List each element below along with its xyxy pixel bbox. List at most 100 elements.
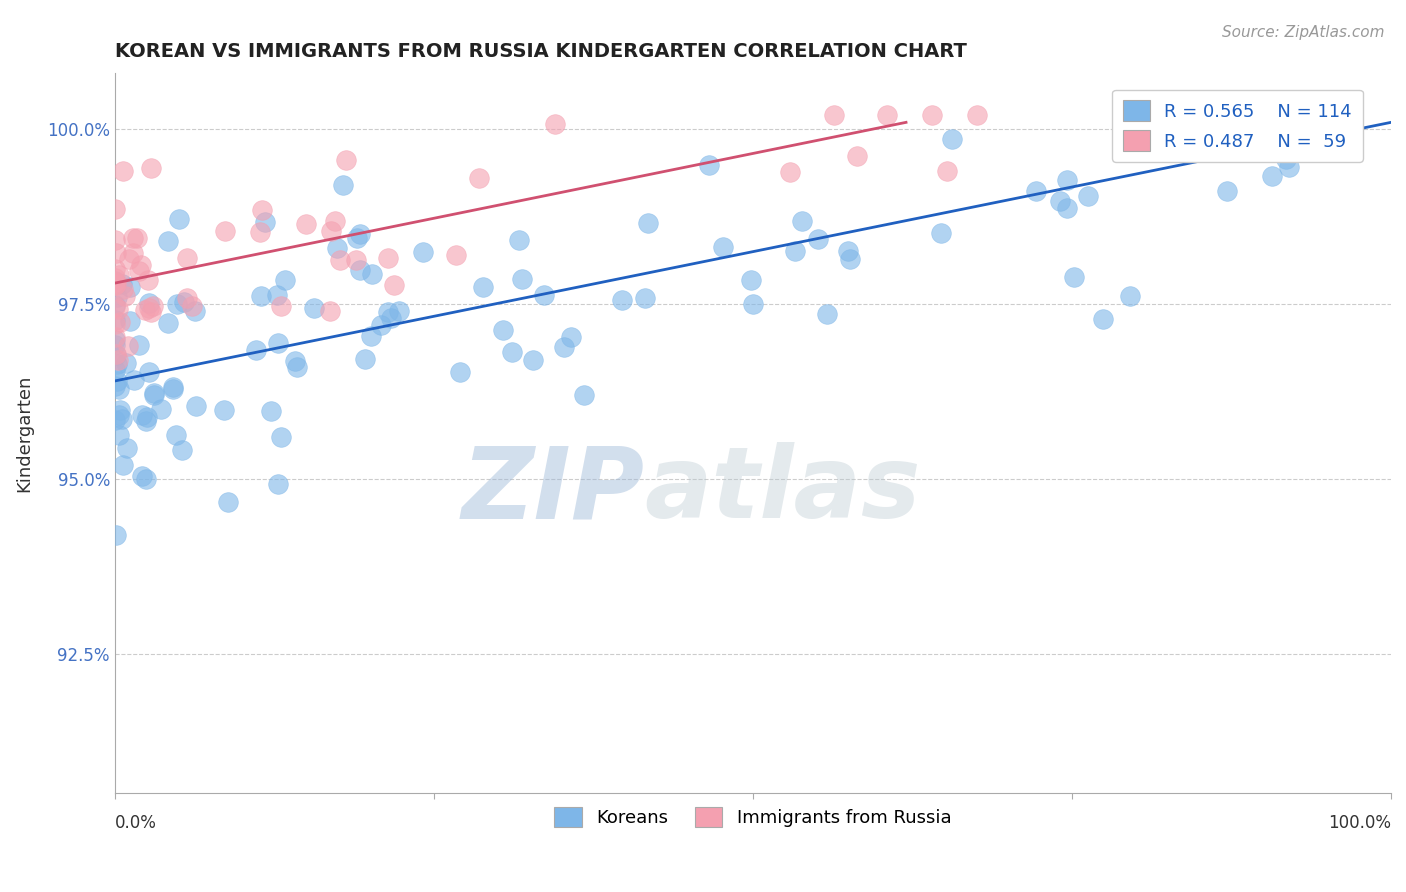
Point — [104, 271, 127, 285]
Point — [104, 276, 127, 290]
Point — [1092, 311, 1115, 326]
Point — [135, 409, 157, 424]
Point — [108, 315, 131, 329]
Point — [966, 108, 988, 122]
Point — [105, 528, 128, 542]
Point — [323, 214, 346, 228]
Point — [354, 351, 377, 366]
Point — [249, 225, 271, 239]
Point — [176, 291, 198, 305]
Point — [143, 388, 166, 402]
Point — [104, 313, 127, 327]
Point — [284, 354, 307, 368]
Point — [1278, 160, 1301, 174]
Point — [790, 214, 813, 228]
Point — [135, 472, 157, 486]
Point — [319, 224, 342, 238]
Point — [508, 233, 530, 247]
Point — [117, 339, 139, 353]
Point — [783, 244, 806, 258]
Point — [335, 153, 357, 168]
Point — [267, 335, 290, 350]
Point — [1025, 184, 1047, 198]
Point — [346, 231, 368, 245]
Point — [184, 399, 207, 413]
Point — [382, 278, 405, 293]
Point — [610, 293, 633, 307]
Point — [349, 227, 371, 241]
Point — [142, 385, 165, 400]
Point — [253, 215, 276, 229]
Point — [285, 359, 308, 374]
Point — [104, 347, 127, 361]
Point — [117, 441, 139, 455]
Point — [711, 240, 734, 254]
Point — [105, 290, 128, 304]
Point — [741, 297, 763, 311]
Point — [637, 216, 659, 230]
Point — [370, 318, 392, 333]
Point — [104, 275, 127, 289]
Point — [779, 164, 801, 178]
Point — [839, 252, 862, 267]
Point — [941, 132, 963, 146]
Point — [107, 301, 129, 316]
Point — [302, 301, 325, 316]
Point — [349, 262, 371, 277]
Point — [104, 378, 127, 392]
Point — [104, 275, 127, 289]
Point — [1275, 152, 1298, 166]
Point — [266, 287, 288, 301]
Point — [412, 245, 434, 260]
Point — [846, 149, 869, 163]
Point — [112, 282, 135, 296]
Point — [128, 264, 150, 278]
Point — [332, 178, 354, 193]
Point — [444, 248, 467, 262]
Text: atlas: atlas — [644, 442, 921, 540]
Point — [1222, 113, 1244, 128]
Point — [921, 108, 943, 122]
Point — [104, 234, 127, 248]
Point — [325, 241, 347, 255]
Point — [122, 231, 145, 245]
Point — [104, 246, 127, 260]
Point — [449, 365, 471, 379]
Point — [173, 295, 195, 310]
Point — [162, 382, 184, 396]
Point — [149, 402, 172, 417]
Point — [104, 413, 127, 427]
Point — [110, 403, 132, 417]
Text: Source: ZipAtlas.com: Source: ZipAtlas.com — [1222, 25, 1385, 40]
Point — [156, 234, 179, 248]
Point — [104, 333, 127, 347]
Point — [377, 305, 399, 319]
Point — [118, 252, 141, 267]
Text: ZIP: ZIP — [461, 442, 644, 540]
Point — [344, 253, 367, 268]
Point — [142, 299, 165, 313]
Point — [111, 412, 134, 426]
Point — [104, 298, 127, 312]
Point — [815, 307, 838, 321]
Point — [104, 330, 127, 344]
Point — [245, 343, 267, 357]
Point — [740, 273, 762, 287]
Point — [697, 158, 720, 172]
Point — [127, 230, 149, 244]
Point — [104, 261, 127, 276]
Point — [522, 353, 544, 368]
Point — [138, 301, 160, 315]
Point — [214, 224, 236, 238]
Point — [131, 469, 153, 483]
Point — [1215, 184, 1237, 198]
Point — [105, 374, 128, 388]
Point — [360, 328, 382, 343]
Point — [111, 164, 134, 178]
Point — [270, 299, 292, 313]
Point — [107, 268, 129, 282]
Point — [120, 313, 142, 327]
Point — [250, 288, 273, 302]
Point — [131, 408, 153, 422]
Point — [837, 244, 859, 258]
